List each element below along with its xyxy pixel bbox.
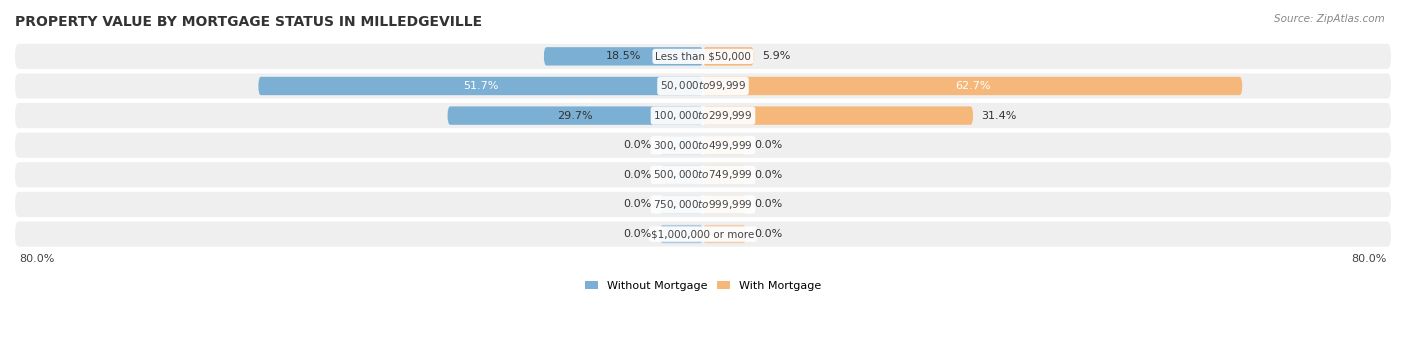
Text: PROPERTY VALUE BY MORTGAGE STATUS IN MILLEDGEVILLE: PROPERTY VALUE BY MORTGAGE STATUS IN MIL… <box>15 15 482 29</box>
Text: $500,000 to $749,999: $500,000 to $749,999 <box>654 168 752 181</box>
Text: $750,000 to $999,999: $750,000 to $999,999 <box>654 198 752 211</box>
Text: 0.0%: 0.0% <box>623 170 651 180</box>
FancyBboxPatch shape <box>15 162 1391 188</box>
FancyBboxPatch shape <box>703 166 747 184</box>
FancyBboxPatch shape <box>15 192 1391 217</box>
Text: 18.5%: 18.5% <box>606 51 641 61</box>
Text: 80.0%: 80.0% <box>20 254 55 264</box>
Text: $50,000 to $99,999: $50,000 to $99,999 <box>659 79 747 92</box>
Text: 29.7%: 29.7% <box>557 110 593 121</box>
FancyBboxPatch shape <box>659 225 703 243</box>
Text: 5.9%: 5.9% <box>762 51 790 61</box>
FancyBboxPatch shape <box>15 103 1391 128</box>
Text: 0.0%: 0.0% <box>755 170 783 180</box>
FancyBboxPatch shape <box>659 195 703 214</box>
Text: 31.4%: 31.4% <box>981 110 1017 121</box>
Text: 51.7%: 51.7% <box>463 81 498 91</box>
FancyBboxPatch shape <box>659 136 703 154</box>
FancyBboxPatch shape <box>447 106 703 125</box>
FancyBboxPatch shape <box>15 44 1391 69</box>
FancyBboxPatch shape <box>15 133 1391 158</box>
FancyBboxPatch shape <box>703 106 973 125</box>
Text: Less than $50,000: Less than $50,000 <box>655 51 751 61</box>
FancyBboxPatch shape <box>544 47 703 65</box>
FancyBboxPatch shape <box>703 225 747 243</box>
Text: 0.0%: 0.0% <box>623 229 651 239</box>
FancyBboxPatch shape <box>703 47 754 65</box>
Text: 80.0%: 80.0% <box>1351 254 1386 264</box>
FancyBboxPatch shape <box>259 77 703 95</box>
Text: 0.0%: 0.0% <box>755 140 783 150</box>
FancyBboxPatch shape <box>659 166 703 184</box>
FancyBboxPatch shape <box>15 73 1391 99</box>
Text: Source: ZipAtlas.com: Source: ZipAtlas.com <box>1274 14 1385 24</box>
Text: $100,000 to $299,999: $100,000 to $299,999 <box>654 109 752 122</box>
FancyBboxPatch shape <box>703 77 1243 95</box>
FancyBboxPatch shape <box>703 195 747 214</box>
Text: 0.0%: 0.0% <box>755 199 783 209</box>
Text: 0.0%: 0.0% <box>755 229 783 239</box>
Text: $300,000 to $499,999: $300,000 to $499,999 <box>654 139 752 152</box>
FancyBboxPatch shape <box>15 222 1391 247</box>
Text: 62.7%: 62.7% <box>955 81 990 91</box>
FancyBboxPatch shape <box>703 136 747 154</box>
Text: $1,000,000 or more: $1,000,000 or more <box>651 229 755 239</box>
Legend: Without Mortgage, With Mortgage: Without Mortgage, With Mortgage <box>581 276 825 295</box>
Text: 0.0%: 0.0% <box>623 140 651 150</box>
Text: 0.0%: 0.0% <box>623 199 651 209</box>
